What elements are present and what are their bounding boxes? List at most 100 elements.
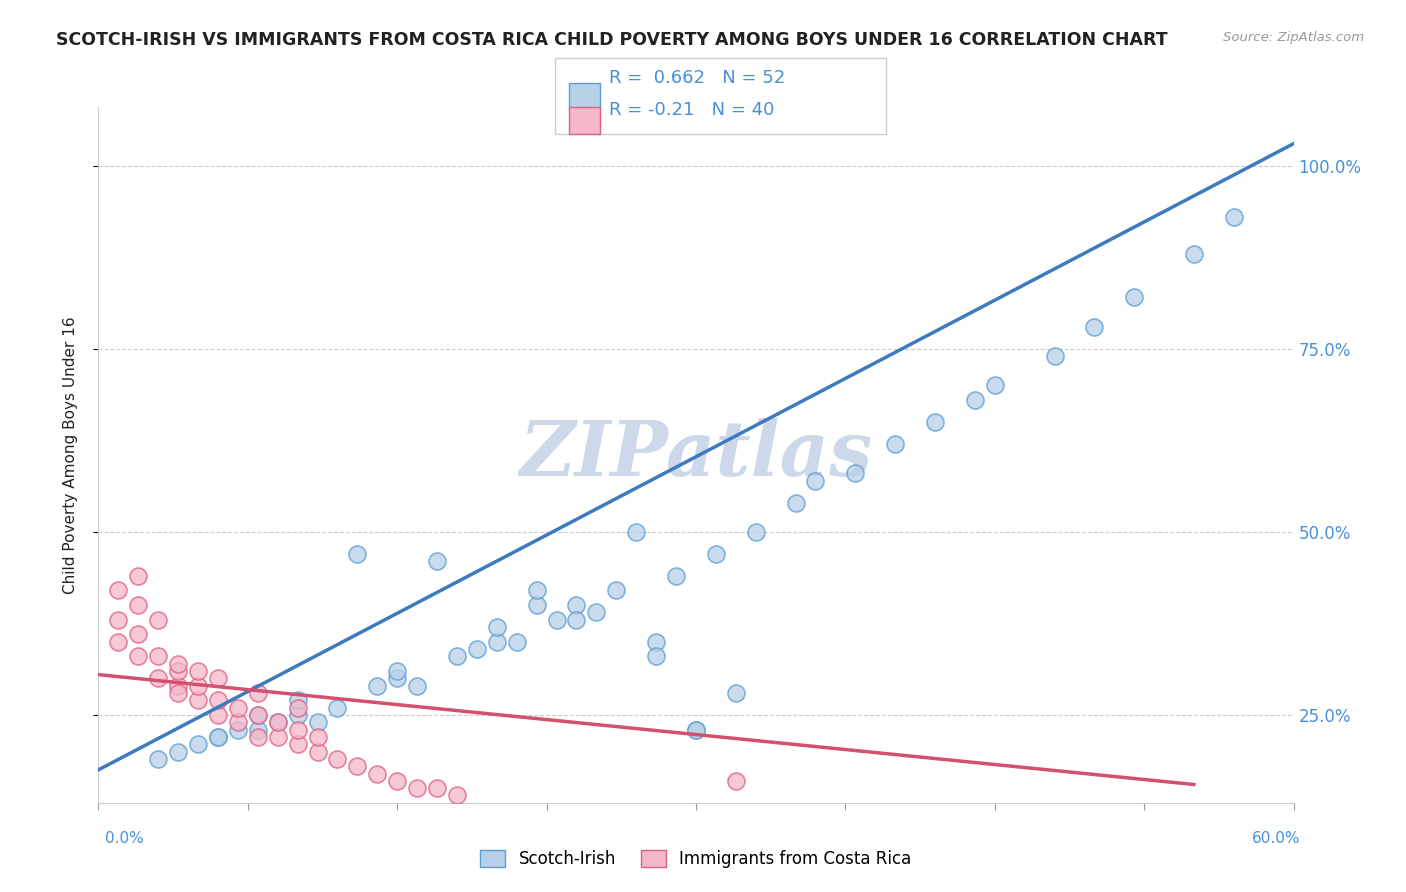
Point xyxy=(585,606,607,620)
Text: R =  0.662   N = 52: R = 0.662 N = 52 xyxy=(609,69,785,87)
Point xyxy=(406,781,429,796)
Point xyxy=(207,730,229,744)
Point xyxy=(724,686,747,700)
Point xyxy=(485,634,508,648)
Text: 0.0%: 0.0% xyxy=(105,831,145,846)
Point xyxy=(366,766,388,780)
Point xyxy=(406,679,429,693)
Point xyxy=(526,598,548,612)
Point xyxy=(326,752,349,766)
Point xyxy=(148,752,170,766)
Point xyxy=(246,686,269,700)
Point xyxy=(645,649,668,664)
Point xyxy=(924,415,946,429)
Point xyxy=(127,627,149,641)
Y-axis label: Child Poverty Among Boys Under 16: Child Poverty Among Boys Under 16 xyxy=(63,316,77,594)
Point xyxy=(246,723,269,737)
Point xyxy=(226,723,249,737)
Point xyxy=(127,649,149,664)
Point xyxy=(167,679,190,693)
Point xyxy=(287,707,309,722)
Text: Source: ZipAtlas.com: Source: ZipAtlas.com xyxy=(1223,31,1364,45)
Point xyxy=(884,437,907,451)
Point xyxy=(426,554,449,568)
Point xyxy=(984,378,1007,392)
Point xyxy=(187,664,209,678)
Point xyxy=(685,723,707,737)
Point xyxy=(704,547,727,561)
Point xyxy=(1222,210,1246,224)
Point xyxy=(148,649,170,664)
Point xyxy=(226,700,249,714)
Point xyxy=(226,715,249,730)
Point xyxy=(465,642,488,657)
Text: R = -0.21   N = 40: R = -0.21 N = 40 xyxy=(609,101,775,119)
Point xyxy=(267,715,290,730)
Point xyxy=(127,598,149,612)
Point xyxy=(385,773,409,788)
Point xyxy=(804,474,827,488)
Point xyxy=(745,524,768,539)
Point xyxy=(107,583,129,598)
Point xyxy=(267,730,290,744)
Point xyxy=(446,789,468,803)
Point xyxy=(685,723,707,737)
Point xyxy=(385,664,409,678)
Point xyxy=(426,781,449,796)
Point xyxy=(526,583,548,598)
Point xyxy=(565,613,588,627)
Point xyxy=(565,598,588,612)
Point xyxy=(1083,319,1105,334)
Text: 60.0%: 60.0% xyxy=(1253,831,1301,846)
Point xyxy=(187,679,209,693)
Point xyxy=(127,568,149,582)
Point xyxy=(267,715,290,730)
Point xyxy=(307,730,329,744)
Point xyxy=(645,634,668,648)
Point xyxy=(366,679,388,693)
Point xyxy=(626,524,648,539)
Point xyxy=(307,715,329,730)
Point xyxy=(326,700,349,714)
Point xyxy=(785,495,807,509)
Point xyxy=(148,671,170,685)
Legend: Scotch-Irish, Immigrants from Costa Rica: Scotch-Irish, Immigrants from Costa Rica xyxy=(474,843,918,874)
Point xyxy=(1043,349,1066,363)
Point xyxy=(207,671,229,685)
Point xyxy=(246,707,269,722)
Point xyxy=(207,707,229,722)
Point xyxy=(167,657,190,671)
Point xyxy=(844,467,866,481)
Point xyxy=(246,707,269,722)
Point xyxy=(346,759,368,773)
Text: SCOTCH-IRISH VS IMMIGRANTS FROM COSTA RICA CHILD POVERTY AMONG BOYS UNDER 16 COR: SCOTCH-IRISH VS IMMIGRANTS FROM COSTA RI… xyxy=(56,31,1168,49)
Point xyxy=(287,693,309,707)
Point xyxy=(107,634,129,648)
Point xyxy=(724,773,747,788)
Point xyxy=(148,613,170,627)
Point xyxy=(485,620,508,634)
Point xyxy=(167,745,190,759)
Point xyxy=(107,613,129,627)
Point xyxy=(287,723,309,737)
Point xyxy=(605,583,627,598)
Point xyxy=(346,547,368,561)
Point xyxy=(187,737,209,751)
Text: ZIPatlas: ZIPatlas xyxy=(519,418,873,491)
Point xyxy=(207,693,229,707)
Point xyxy=(287,700,309,714)
Point xyxy=(187,693,209,707)
Point xyxy=(385,671,409,685)
Point xyxy=(1123,290,1146,304)
Point xyxy=(1182,246,1205,260)
Point xyxy=(287,737,309,751)
Point xyxy=(446,649,468,664)
Point xyxy=(207,730,229,744)
Point xyxy=(665,568,688,582)
Point xyxy=(307,745,329,759)
Point xyxy=(546,613,568,627)
Point xyxy=(246,730,269,744)
Point xyxy=(167,686,190,700)
Point xyxy=(963,392,986,407)
Point xyxy=(506,634,529,648)
